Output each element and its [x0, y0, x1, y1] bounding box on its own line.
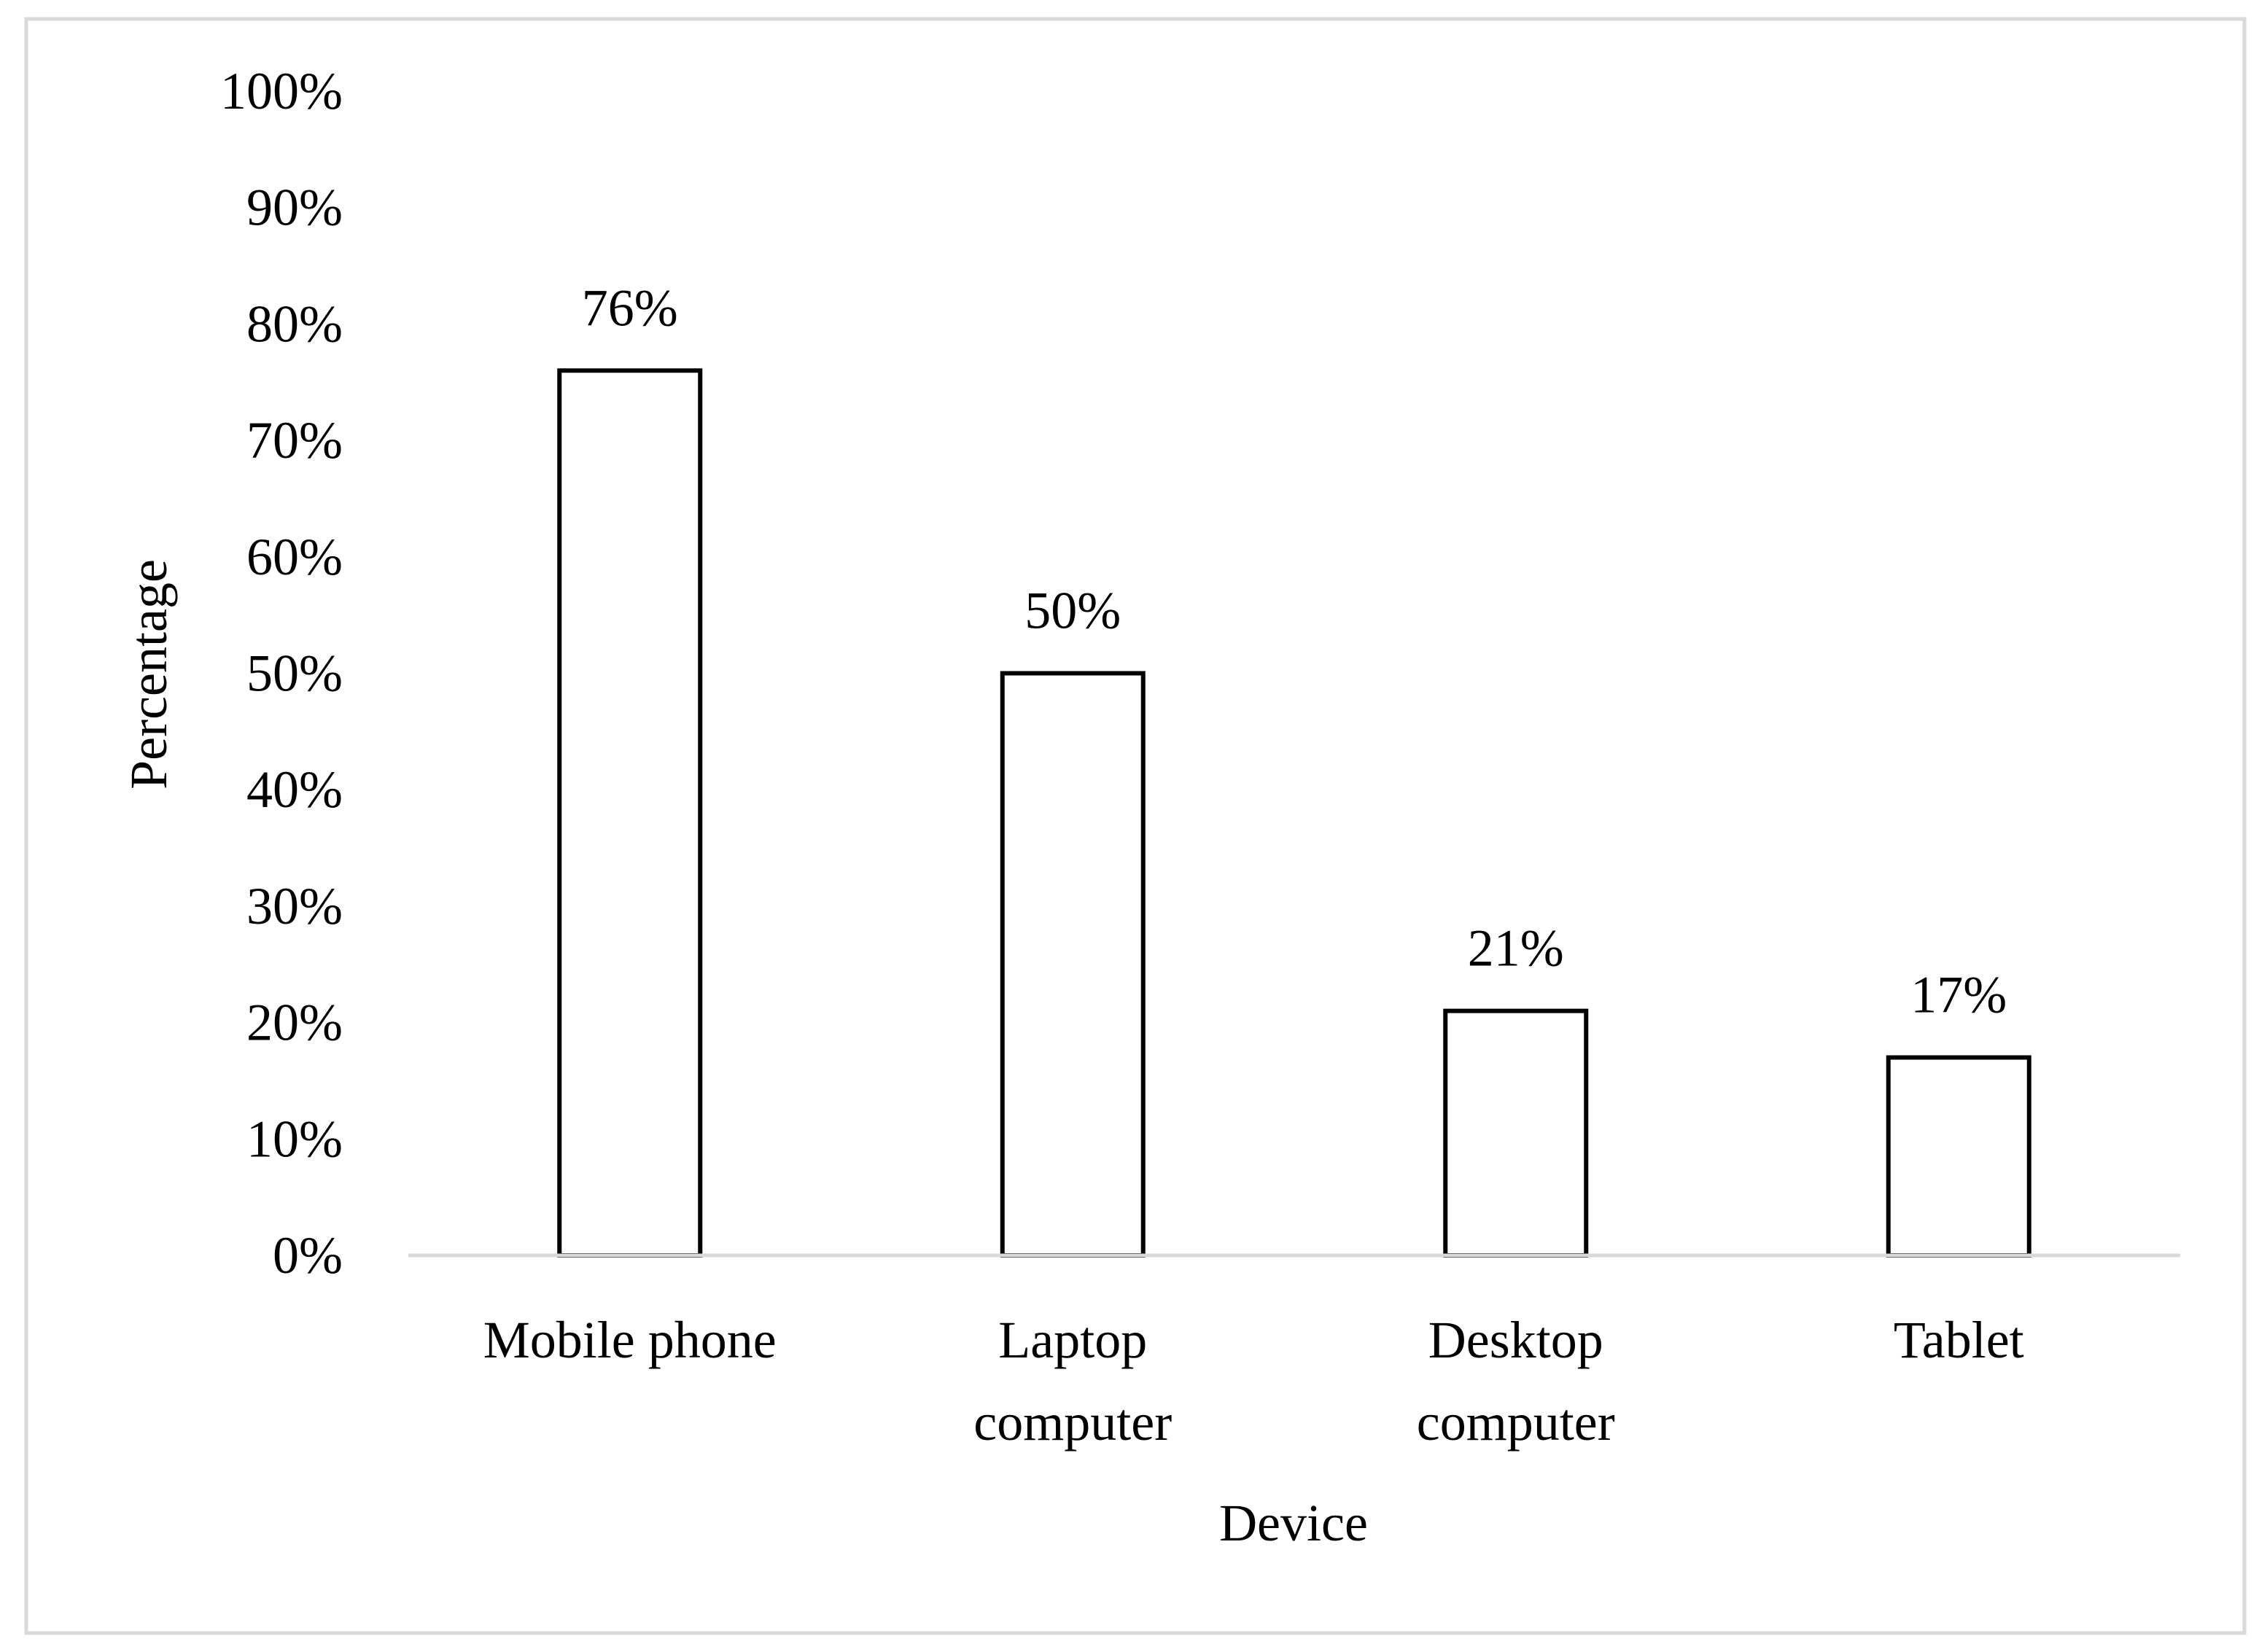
x-tick-label: computer [1417, 1393, 1615, 1452]
bar-value-label: 50% [1024, 582, 1121, 640]
bar-value-label: 17% [1910, 966, 2007, 1024]
y-tick-label: 90% [246, 179, 343, 237]
x-tick-label: computer [973, 1393, 1172, 1452]
bar [1886, 1055, 2031, 1258]
y-tick-label: 70% [246, 411, 343, 470]
y-tick-label: 30% [246, 877, 343, 935]
y-axis-title: Percentage [120, 559, 178, 790]
x-tick-label: Mobile phone [483, 1311, 777, 1369]
bar-value-label: 21% [1468, 919, 1564, 978]
data-labels: 76% 50% 21% 17% [582, 278, 2007, 1024]
x-axis-tick-labels: Mobile phone Laptop computer Desktop compute… [483, 1311, 2024, 1452]
bar [557, 368, 703, 1258]
x-tick-label: Laptop [998, 1311, 1147, 1369]
y-tick-label: 0% [273, 1226, 343, 1285]
y-tick-label: 80% [246, 295, 343, 353]
y-tick-label: 20% [246, 994, 343, 1052]
x-tick-label: Tablet [1894, 1311, 2024, 1369]
y-tick-label: 100% [220, 62, 343, 120]
bars-group [557, 368, 2031, 1258]
bar [1443, 1008, 1589, 1258]
x-axis-title: Device [1219, 1494, 1368, 1552]
y-tick-label: 60% [246, 528, 343, 586]
bar-value-label: 76% [582, 278, 678, 337]
y-tick-label: 40% [246, 760, 343, 819]
x-tick-label: Desktop [1428, 1311, 1603, 1369]
y-tick-label: 50% [246, 644, 343, 703]
y-axis-tick-labels: 0% 10% 20% 30% 40% 50% 60% 70% 80% 90% 100% [220, 62, 343, 1285]
bar [1000, 671, 1146, 1258]
y-tick-label: 10% [246, 1110, 343, 1168]
